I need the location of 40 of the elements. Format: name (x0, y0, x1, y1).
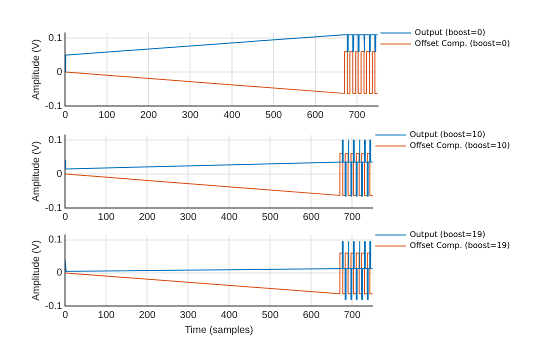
y-tick-label: -0.1 (44, 300, 63, 312)
x-tick-label: 100 (98, 310, 116, 321)
legend-label: Output (boost=0) (414, 28, 486, 38)
x-tick-label: 400 (224, 110, 241, 121)
y-tick-label: 0.1 (48, 234, 63, 246)
x-tick-label: 400 (220, 212, 238, 223)
y-axis-title: Amplitude (V) (30, 141, 42, 202)
x-tick-label: 600 (306, 110, 324, 121)
x-tick-label: 300 (182, 110, 200, 121)
y-tick-label: 0.1 (48, 134, 63, 146)
y-tick-label: 0 (56, 66, 63, 78)
x-tick-label: 500 (262, 310, 279, 321)
legend-label: Output (boost=10) (410, 130, 486, 140)
x-tick-label: 200 (138, 310, 156, 321)
x-tick-label: 200 (138, 212, 156, 223)
y-axis-title: Amplitude (V) (30, 240, 42, 301)
x-tick-label: 500 (262, 212, 279, 223)
x-tick-label: 100 (98, 212, 116, 223)
y-tick-label: -0.1 (44, 100, 63, 112)
x-tick-label: 500 (265, 110, 282, 121)
y-tick-label: 0 (56, 168, 63, 180)
x-tick-label: 300 (180, 310, 197, 321)
x-tick-label: 100 (98, 110, 116, 121)
legend-label: Offset Comp. (boost=0) (414, 39, 510, 48)
y-axis-title: Amplitude (V) (30, 39, 42, 100)
legend-label: Offset Comp. (boost=10) (410, 141, 510, 150)
x-axis-title: Time (samples) (184, 324, 254, 336)
x-tick-label: 700 (344, 212, 361, 223)
x-tick-label: 400 (220, 310, 238, 321)
x-tick-label: 300 (180, 212, 197, 223)
x-tick-label: 700 (344, 310, 361, 321)
x-tick-label: 200 (140, 110, 158, 121)
y-tick-label: -0.1 (44, 202, 63, 214)
x-tick-label: 600 (302, 310, 320, 321)
y-tick-label: 0.1 (48, 32, 63, 44)
legend-label: Output (boost=19) (410, 230, 486, 240)
legend-label: Offset Comp. (boost=19) (410, 241, 510, 250)
y-tick-label: 0 (56, 268, 63, 279)
x-tick-label: 600 (302, 212, 320, 223)
x-tick-label: 700 (348, 110, 366, 121)
